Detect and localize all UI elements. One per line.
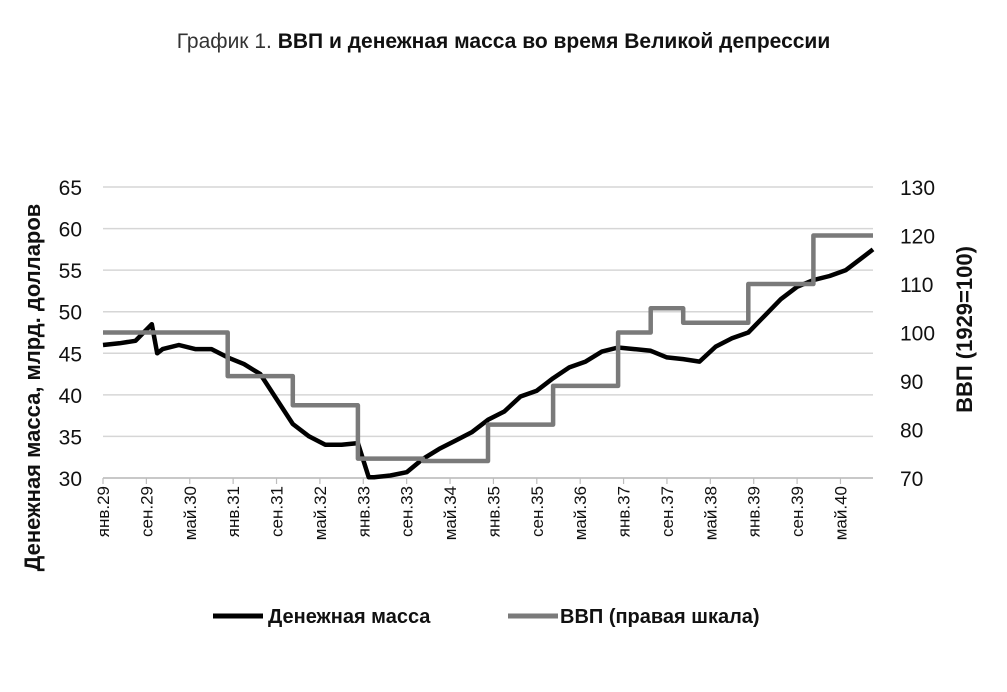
money-supply-line <box>102 247 875 480</box>
x-tick-label: янв.37 <box>615 486 634 537</box>
x-tick-label: янв.29 <box>94 486 113 537</box>
chart-title-main: ВВП и денежная масса во время Великой де… <box>277 30 831 53</box>
y-axis-title-left: Денежная масса, млрд. долларов <box>20 204 45 572</box>
y-tick-label-left: 45 <box>59 343 82 366</box>
legend-label: ВВП (правая шкала) <box>560 606 760 628</box>
chart-title-prefix: График 1. <box>176 30 272 53</box>
x-tick-label: май.40 <box>831 486 850 540</box>
y-tick-label-right: 120 <box>900 226 935 249</box>
x-tick-label: янв.35 <box>484 486 503 537</box>
y-tick-label-right: 100 <box>900 323 935 346</box>
y-tick-label-right: 110 <box>900 274 933 297</box>
x-tick-label: май.30 <box>181 486 200 540</box>
x-tick-label: янв.31 <box>224 486 243 537</box>
y-tick-label-left: 30 <box>59 468 82 491</box>
y-tick-label-right: 70 <box>900 468 923 491</box>
x-tick-label: сен.39 <box>788 486 807 537</box>
x-tick-label: сен.35 <box>528 486 547 537</box>
x-tick-label: сен.37 <box>658 486 677 537</box>
legend-label: Денежная масса <box>268 606 431 628</box>
x-tick-label: май.32 <box>311 486 330 540</box>
y-tick-label-left: 40 <box>59 385 82 408</box>
gdp-line <box>103 233 873 464</box>
x-tick-label: сен.33 <box>398 486 417 537</box>
x-tick-label: май.34 <box>441 486 460 540</box>
y-tick-label-left: 50 <box>59 302 82 325</box>
y-tick-label-left: 55 <box>59 260 82 283</box>
x-tick-label: сен.29 <box>137 486 156 537</box>
chart-title: График 1. ВВП и денежная масса во время … <box>0 30 1007 54</box>
y-tick-label-left: 60 <box>59 219 82 242</box>
x-tick-label: янв.39 <box>745 486 764 537</box>
x-tick-label: май.36 <box>571 486 590 540</box>
y-tick-label-right: 130 <box>900 177 935 200</box>
y-tick-label-left: 35 <box>59 426 82 449</box>
x-tick-label: май.38 <box>701 486 720 540</box>
y-tick-label-right: 90 <box>900 371 923 394</box>
x-tick-label: янв.33 <box>354 486 373 537</box>
y-axis-title-right: ВВП (1929=100) <box>952 246 977 413</box>
y-tick-label-left: 65 <box>59 177 82 200</box>
y-tick-label-right: 80 <box>900 420 923 443</box>
x-tick-label: сен.31 <box>268 486 287 537</box>
